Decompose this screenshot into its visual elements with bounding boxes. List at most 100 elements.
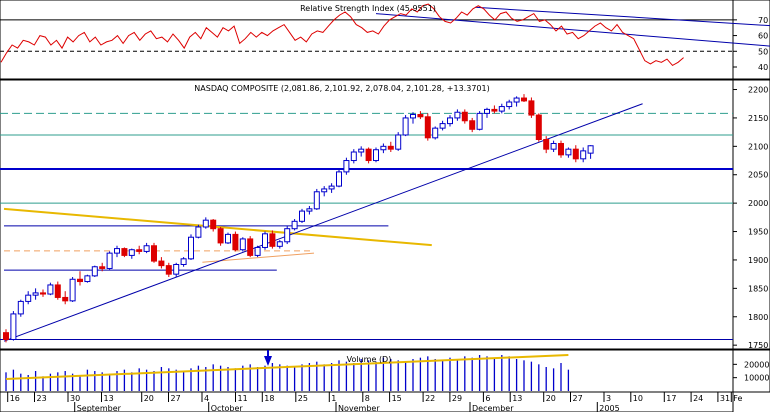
- candle-body: [158, 260, 165, 267]
- candle-body: [40, 292, 46, 295]
- candle-body: [165, 265, 172, 275]
- candle-body: [476, 112, 483, 130]
- candle-body: [121, 248, 128, 256]
- x-month-label: November: [338, 404, 380, 412]
- candle-body: [128, 249, 135, 256]
- x-month-label: December: [472, 404, 514, 412]
- volume-bars: [5, 355, 570, 391]
- candle-body: [47, 284, 54, 295]
- candle-body: [143, 245, 150, 252]
- x-tick-label: 22: [425, 394, 435, 403]
- rsi-trendline: [375, 13, 770, 47]
- candle-body: [535, 114, 542, 141]
- price-tick-label: 1950: [748, 228, 768, 237]
- x-tick-label: 6: [485, 394, 490, 403]
- candle-body: [580, 150, 587, 160]
- candle-body: [99, 266, 106, 269]
- x-tick-label: 11: [238, 394, 248, 403]
- price-trendline: [3, 207, 432, 247]
- candle-body: [417, 114, 424, 118]
- price-horizontal-lines: [0, 112, 733, 340]
- candle-body: [180, 258, 187, 265]
- x-tick-label: 13: [512, 394, 522, 403]
- x-tick-label: 27: [171, 394, 181, 403]
- price-trendlines: [3, 103, 643, 342]
- x-tick-label: 10: [633, 394, 643, 403]
- candle-body: [77, 278, 83, 283]
- price-tick-label: 2100: [748, 142, 768, 151]
- candle-body: [151, 245, 157, 262]
- x-tick-label: 16: [10, 394, 20, 403]
- rsi-tick-label: 50: [758, 47, 768, 56]
- candle-body: [506, 101, 513, 108]
- candle-body: [373, 149, 379, 162]
- price-tick-label: 1800: [748, 313, 768, 322]
- candle-body: [513, 97, 520, 103]
- x-month-label: 2005: [599, 404, 619, 412]
- volume-title: Volume (D): [347, 355, 392, 364]
- rsi-panel: Relative Strength Index (45.9551) 40 50 60…: [0, 0, 770, 80]
- price-tick-label: 2050: [748, 171, 768, 180]
- candle-body: [365, 148, 372, 162]
- candle-body: [84, 275, 91, 283]
- candle-body: [358, 148, 365, 153]
- x-tick-label: 8: [365, 394, 370, 403]
- price-tick-label: 1750: [748, 341, 768, 350]
- x-tick-label: 18: [264, 394, 274, 403]
- candle-body: [188, 236, 194, 260]
- x-tick-label: 1: [331, 394, 336, 403]
- volume-panel: Volume (D) 10000 20000: [0, 349, 770, 393]
- rsi-tick-label: 70: [758, 16, 768, 25]
- candle-body: [447, 117, 453, 125]
- x-tick-label: Fe: [733, 394, 742, 403]
- x-axis-ticks: 16 23 30 13 20 27 4 11 18 25 1 8 15 22 29 6 13 20 27 3 10 17 2…: [7, 392, 742, 403]
- x-month-label: September: [77, 404, 122, 412]
- candle-body: [432, 127, 439, 139]
- rsi-tick-label: 60: [758, 32, 768, 41]
- price-candles: [3, 94, 594, 343]
- candle-body: [262, 233, 268, 248]
- x-tick-label: 27: [573, 394, 583, 403]
- candle-body: [343, 160, 350, 173]
- candle-body: [17, 300, 24, 315]
- x-month-label: October: [211, 404, 244, 412]
- candle-body: [62, 296, 69, 302]
- rsi-reference-lines: [0, 19, 733, 52]
- x-tick-label: 30: [70, 394, 80, 403]
- x-tick-label: 3: [606, 394, 611, 403]
- candle-body: [10, 313, 17, 340]
- candle-body: [313, 191, 320, 210]
- candle-body: [402, 117, 409, 136]
- candle-body: [202, 219, 209, 228]
- candle-body: [54, 284, 61, 298]
- rsi-y-ticks: 40 50 60 70: [733, 16, 768, 72]
- candle-body: [299, 210, 305, 222]
- candle-body: [291, 220, 298, 230]
- candle-body: [550, 142, 557, 150]
- x-tick-label: 24: [693, 394, 703, 403]
- candle-body: [498, 106, 505, 112]
- candle-body: [306, 208, 313, 212]
- candle-body: [572, 148, 579, 160]
- candle-body: [461, 111, 468, 122]
- candle-body: [558, 142, 564, 156]
- price-title: NASDAQ COMPOSITE (2,081.86, 2,101.92, 2,…: [194, 84, 489, 93]
- rsi-series-line: [0, 3, 684, 67]
- x-tick-label: 13: [104, 394, 114, 403]
- candle-body: [195, 226, 202, 238]
- volume-moving-average: [5, 354, 569, 380]
- price-tick-label: 1850: [748, 284, 768, 293]
- volume-y-ticks: 10000 20000: [733, 360, 769, 383]
- candle-body: [521, 97, 527, 102]
- x-tick-label: 25: [298, 394, 308, 403]
- candle-body: [173, 263, 180, 275]
- price-tick-label: 1900: [748, 256, 768, 265]
- candle-body: [454, 111, 461, 119]
- candle-body: [239, 238, 246, 251]
- candle-body: [225, 233, 231, 244]
- candle-body: [387, 145, 394, 150]
- candle-body: [276, 241, 283, 247]
- x-axis-months: September October November December 2005: [74, 402, 620, 412]
- candle-body: [395, 134, 402, 150]
